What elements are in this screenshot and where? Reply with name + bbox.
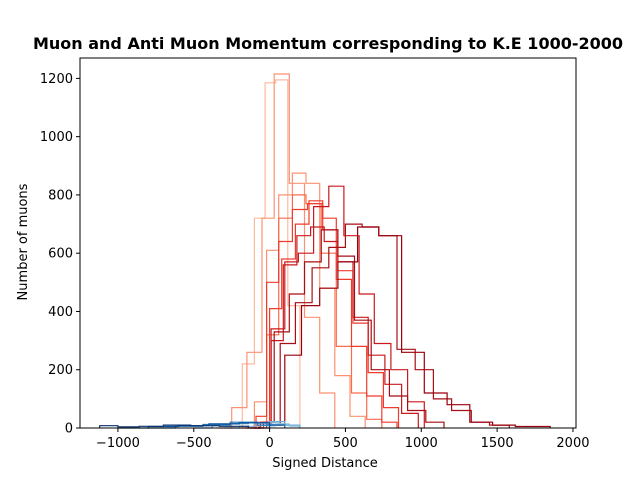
histogram-series-4 — [242, 194, 383, 429]
x-tick-label: 0 — [265, 436, 273, 451]
y-tick-label: 600 — [48, 247, 73, 262]
histogram-series-2 — [216, 73, 336, 429]
histogram-series-13 — [246, 422, 301, 429]
x-axis: −1000 −500 0 500 1000 1500 2000 — [96, 428, 590, 451]
chart-title: Muon and Anti Muon Momentum correspondin… — [33, 34, 623, 53]
series-layer — [99, 73, 551, 429]
x-axis-label: Signed Distance — [272, 456, 378, 471]
x-tick-label: 1000 — [405, 436, 438, 451]
y-tick-label: 400 — [48, 305, 73, 320]
y-tick-label: 1200 — [40, 72, 73, 87]
y-tick-label: 0 — [65, 422, 73, 437]
y-tick-label: 800 — [48, 188, 73, 203]
x-tick-label: 500 — [333, 436, 358, 451]
histogram-series-6 — [245, 203, 400, 429]
x-tick-label: 2000 — [556, 436, 589, 451]
y-axis-label: Number of muons — [16, 183, 31, 300]
histogram-series-8 — [249, 185, 425, 429]
histogram-series-9 — [252, 229, 445, 429]
histogram-series-18 — [99, 424, 249, 428]
histogram-series-3 — [239, 172, 366, 429]
x-tick-label: 1500 — [481, 436, 514, 451]
histogram-series-5 — [246, 200, 398, 429]
x-tick-label: −1000 — [96, 436, 140, 451]
histogram-series-1 — [228, 79, 301, 429]
y-tick-label: 200 — [48, 363, 73, 378]
plot-frame — [79, 57, 577, 429]
y-tick-label: 1000 — [40, 130, 73, 145]
x-tick-label: −500 — [176, 436, 212, 451]
histogram-series-7 — [249, 226, 419, 429]
y-axis: 0 200 400 600 800 1000 1200 — [40, 72, 80, 437]
histogram-series-11 — [254, 226, 551, 429]
